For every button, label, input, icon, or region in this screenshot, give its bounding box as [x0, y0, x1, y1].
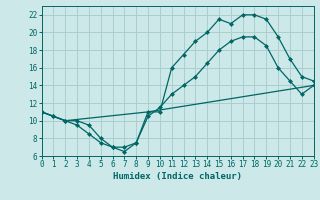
X-axis label: Humidex (Indice chaleur): Humidex (Indice chaleur) [113, 172, 242, 181]
